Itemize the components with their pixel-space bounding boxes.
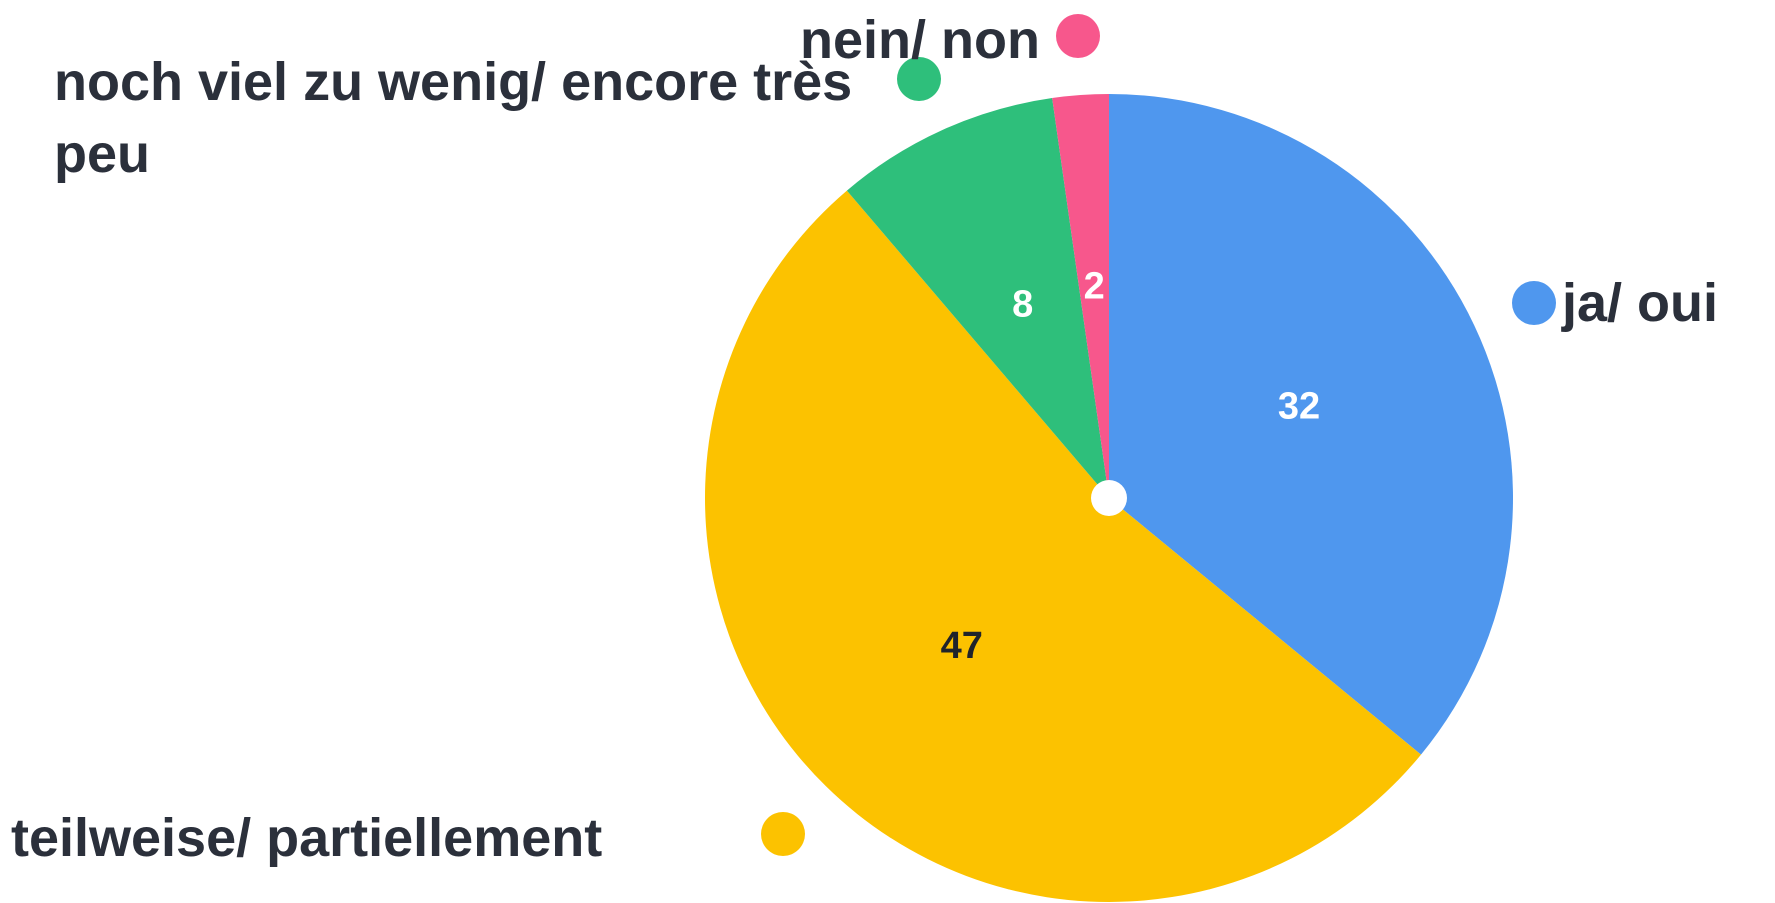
center-dot <box>1091 480 1127 516</box>
pie-slice <box>846 98 1109 499</box>
legend-dot <box>1512 281 1556 325</box>
legend-dot <box>897 57 941 101</box>
value-label: 8 <box>1012 284 1033 326</box>
value-label: 32 <box>1278 385 1320 427</box>
pie-slice <box>704 190 1422 903</box>
slice-label: noch viel zu wenig/ encore très peu <box>54 52 853 184</box>
legend-dot <box>761 812 805 856</box>
slice-label: ja/ oui <box>1562 273 1719 333</box>
value-label: 47 <box>941 625 983 667</box>
slice-label: teilweise/ partiellement <box>11 808 603 868</box>
pie-slice <box>1052 94 1109 498</box>
pie-slice <box>1109 94 1514 755</box>
value-label: 2 <box>1084 265 1105 307</box>
slice-label: nein/ non <box>800 10 1040 70</box>
legend-dot <box>1056 14 1100 58</box>
